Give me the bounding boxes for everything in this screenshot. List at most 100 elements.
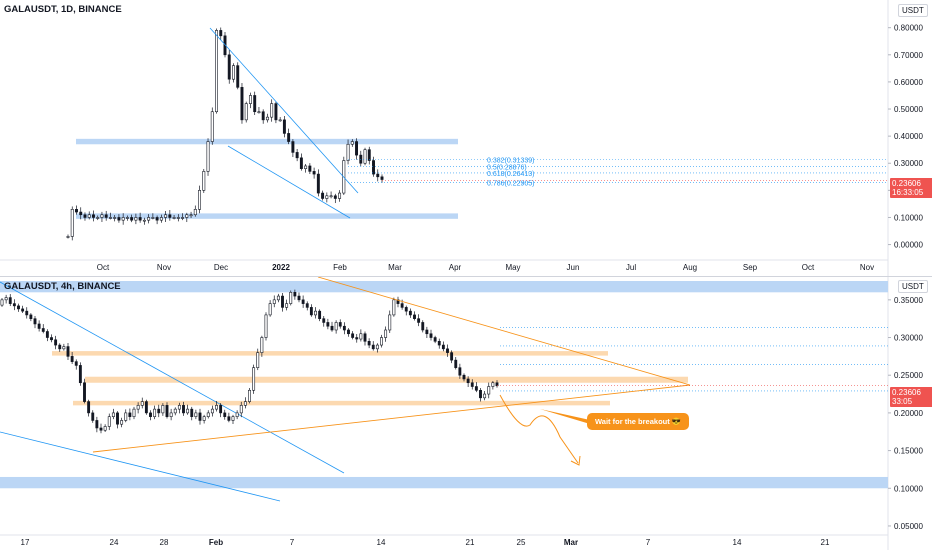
y-tick-label: 0.80000 — [894, 24, 923, 33]
callout-pointer — [540, 409, 590, 424]
candle-body — [248, 95, 252, 104]
candle-body — [291, 141, 295, 153]
candle-body — [289, 292, 293, 304]
candle-body — [429, 333, 433, 338]
candle-body — [243, 401, 247, 406]
candle-body — [202, 416, 206, 421]
daily-chart-pane[interactable]: 0.80000 0.70000 0.60000 0.50000 0.40000 0.300… — [0, 0, 932, 276]
candle-body — [45, 331, 49, 338]
x-tick-label: Aug — [683, 263, 697, 272]
candle-body — [83, 382, 86, 402]
candle-body — [264, 314, 268, 338]
candle-body — [351, 333, 355, 338]
fib-level-label: 0.382(0.31339) — [487, 158, 534, 165]
candle-body — [113, 217, 117, 219]
candle-body — [79, 211, 83, 216]
candle-body — [219, 405, 223, 414]
candle-body — [441, 344, 445, 350]
candle-body — [299, 157, 303, 169]
candle-body — [312, 171, 316, 175]
candle-body — [425, 329, 429, 335]
candle-body — [338, 322, 342, 327]
candle-body — [326, 322, 330, 327]
candle-body — [359, 154, 363, 164]
candle-body — [153, 408, 157, 417]
x-tick-label: 24 — [110, 538, 119, 547]
candle-body — [181, 217, 185, 219]
candle-body — [149, 412, 152, 417]
candle-body — [309, 307, 313, 316]
x-tick-label: 21 — [821, 538, 830, 547]
candle-body — [128, 412, 132, 417]
candle-body — [75, 209, 78, 213]
4h-unit-label[interactable]: USDT — [898, 280, 928, 293]
candle-body — [117, 217, 121, 221]
candle-body — [433, 337, 437, 342]
resistance-zone — [76, 138, 458, 145]
candle-body — [257, 111, 261, 114]
candle-body — [25, 310, 29, 316]
candle-body — [261, 111, 265, 121]
candle-body — [384, 329, 388, 338]
candle-body — [231, 416, 235, 421]
y-tick-label: 0.20000 — [894, 409, 923, 418]
candle-body — [333, 195, 337, 199]
candle-body — [210, 111, 214, 142]
candle-body — [182, 405, 185, 414]
candle-body — [103, 426, 107, 431]
candle-body — [321, 192, 325, 199]
candle-body — [12, 303, 16, 307]
candle-body — [252, 367, 256, 391]
daily-chart-canvas[interactable]: 0.80000 0.70000 0.60000 0.50000 0.40000 0.300… — [0, 0, 932, 276]
orange-zone-lower — [73, 400, 610, 406]
y-tick-label: 0.60000 — [894, 78, 923, 87]
candle-body — [491, 382, 495, 387]
daily-unit-label[interactable]: USDT — [898, 4, 928, 17]
support-zone — [76, 213, 458, 219]
candle-body — [50, 337, 53, 341]
candle-body — [107, 416, 111, 427]
x-tick-label: 17 — [21, 538, 30, 547]
x-tick-label: Nov — [157, 263, 171, 272]
candle-body — [462, 374, 466, 380]
candle-body — [87, 401, 91, 414]
candle-body — [446, 348, 449, 353]
candle-body — [111, 412, 115, 417]
x-tick-label: May — [505, 263, 520, 272]
4h-chart-pane[interactable]: 0.35000 0.30000 0.25000 0.20000 0.15000 0.100… — [0, 277, 932, 550]
candle-body — [487, 386, 491, 395]
candle-body — [147, 217, 151, 221]
candle-body — [132, 408, 136, 417]
candle-body — [367, 149, 371, 161]
y-tick-label: 0.35000 — [894, 296, 923, 305]
y-tick-label: 0.00000 — [894, 241, 923, 250]
candle-body — [372, 160, 375, 175]
candle-body — [293, 292, 297, 297]
candle-body — [338, 192, 342, 199]
candle-body — [474, 386, 478, 391]
y-tick-label: 0.30000 — [894, 334, 923, 343]
candle-body — [74, 361, 78, 366]
candle-body — [301, 299, 305, 304]
triangle-upper-line — [317, 277, 691, 386]
candle-body — [334, 322, 338, 331]
candle-body — [305, 303, 309, 308]
candle-body — [138, 217, 142, 221]
candle-body — [194, 412, 198, 417]
candle-body — [157, 408, 161, 414]
candle-body — [342, 325, 346, 331]
candle-body — [260, 337, 264, 353]
4h-chart-canvas[interactable]: 0.35000 0.30000 0.25000 0.20000 0.15000 0.100… — [0, 277, 932, 550]
candle-body — [0, 299, 4, 306]
candle-body — [239, 405, 243, 414]
candle-body — [454, 359, 458, 368]
x-tick-label: Feb — [209, 538, 223, 547]
candle-body — [347, 329, 350, 335]
candle-body — [66, 346, 70, 357]
candle-body — [58, 344, 62, 350]
candle-body — [458, 367, 462, 376]
pane-divider[interactable] — [0, 276, 932, 277]
candle-body — [355, 337, 359, 340]
candle-body — [206, 141, 210, 172]
daily-chart-legend: GALAUSDT, 1D, BINANCE — [4, 4, 122, 15]
